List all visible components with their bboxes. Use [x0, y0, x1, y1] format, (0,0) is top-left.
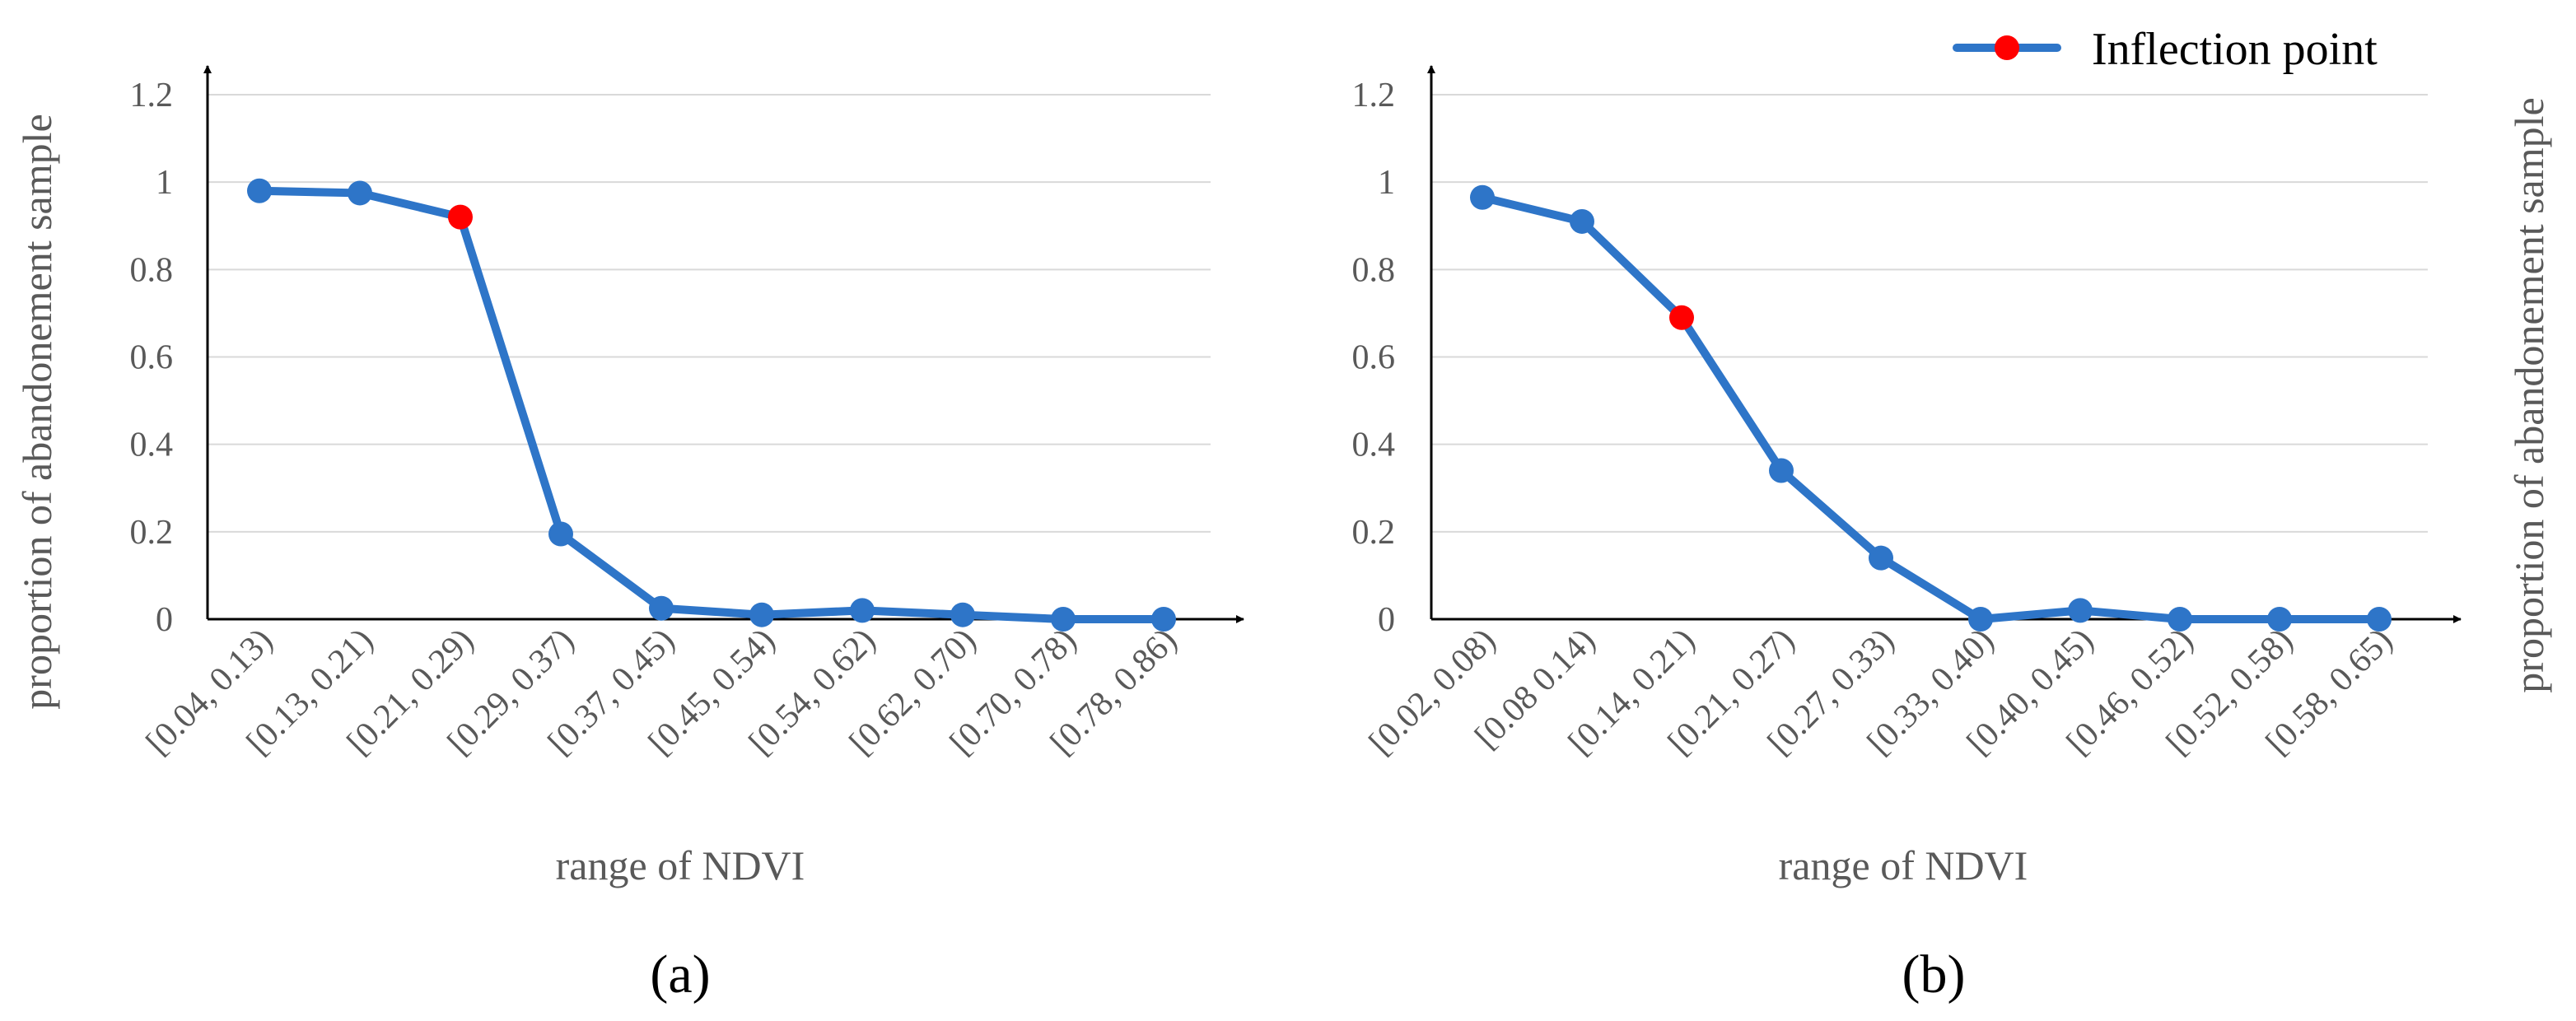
x-axis-title: range of NDVI [1779, 842, 2028, 888]
x-tick-labels: [0.02, 0.08)[0.08 0.14)[0.14, 0.21)[0.21… [1362, 622, 2400, 762]
y-tick-label: 0.6 [130, 339, 174, 377]
y-tick-label: 1 [156, 164, 173, 202]
data-point-marker [247, 178, 272, 203]
data-point-marker [1051, 607, 1076, 632]
data-point-marker [1570, 208, 1594, 234]
y-tick-label: 0.2 [130, 514, 174, 552]
gridlines [208, 94, 1211, 533]
axes [1427, 65, 2462, 623]
y-tick-label: 0.8 [130, 251, 174, 289]
data-point-marker [548, 521, 573, 547]
y-tick-label: 0.8 [1352, 251, 1396, 289]
data-point-marker [1769, 458, 1794, 483]
data-point-marker [1869, 545, 1893, 571]
y-tick-label: 0.4 [130, 427, 174, 464]
inflection-point-marker [448, 204, 473, 230]
legend-marker-red [1995, 35, 2019, 60]
data-point-marker [2367, 607, 2392, 632]
data-point-marker [950, 602, 975, 627]
y-tick-label: 0.4 [1352, 427, 1396, 464]
inflection-point-marker [1669, 305, 1694, 330]
y-tick-labels: 0 0.2 0.4 0.6 0.8 1 1.2 [130, 77, 174, 639]
axes [203, 65, 1244, 623]
data-point-marker [1151, 607, 1176, 632]
data-point-marker [1470, 184, 1495, 210]
chart-panel-b: 0 0.2 0.4 0.6 0.8 1 1.2 [0.02, 0.08)[0.08 0.14… [1352, 65, 2552, 1005]
data-point-marker [1968, 607, 1993, 632]
panel-label-a: (a) [650, 944, 710, 1005]
series-line [247, 178, 1176, 632]
y-tick-label: 1 [1378, 164, 1395, 202]
y-tick-label: 0.2 [1352, 514, 1396, 552]
y-tick-label: 0.6 [1352, 339, 1396, 377]
series-polyline [1478, 193, 2383, 623]
chart-panel-a: 0 0.2 0.4 0.6 0.8 1 1.2 [0.04, 0.13)[0.13, 0.2… [14, 65, 1244, 1005]
legend-label: Inflection point [2092, 24, 2378, 75]
data-point-marker [749, 602, 774, 627]
y-axis-title: proportion of abandonement sample [14, 114, 60, 709]
gridlines [1431, 94, 2428, 533]
data-point-marker [348, 180, 372, 206]
data-point-marker [649, 595, 674, 621]
data-point-marker [850, 598, 875, 623]
data-point-marker [2267, 607, 2292, 632]
series-line [1470, 184, 2392, 632]
data-point-marker [2068, 598, 2093, 623]
x-tick-labels: [0.04, 0.13)[0.13, 0.21)[0.21, 0.29)[0.2… [139, 622, 1184, 762]
y-tick-label: 1.2 [130, 77, 174, 114]
panel-label-b: (b) [1902, 944, 1966, 1005]
y-tick-label: 1.2 [1352, 77, 1396, 114]
data-point-marker [2168, 607, 2192, 632]
y-tick-label: 0 [156, 601, 173, 639]
y-tick-labels: 0 0.2 0.4 0.6 0.8 1 1.2 [1352, 77, 1396, 639]
y-tick-label: 0 [1378, 601, 1395, 639]
series-polyline [255, 186, 1168, 623]
y-axis-title: proportion of abandonement sample [2506, 97, 2552, 692]
legend: Inflection point [1953, 24, 2378, 75]
x-axis-title: range of NDVI [556, 842, 805, 888]
